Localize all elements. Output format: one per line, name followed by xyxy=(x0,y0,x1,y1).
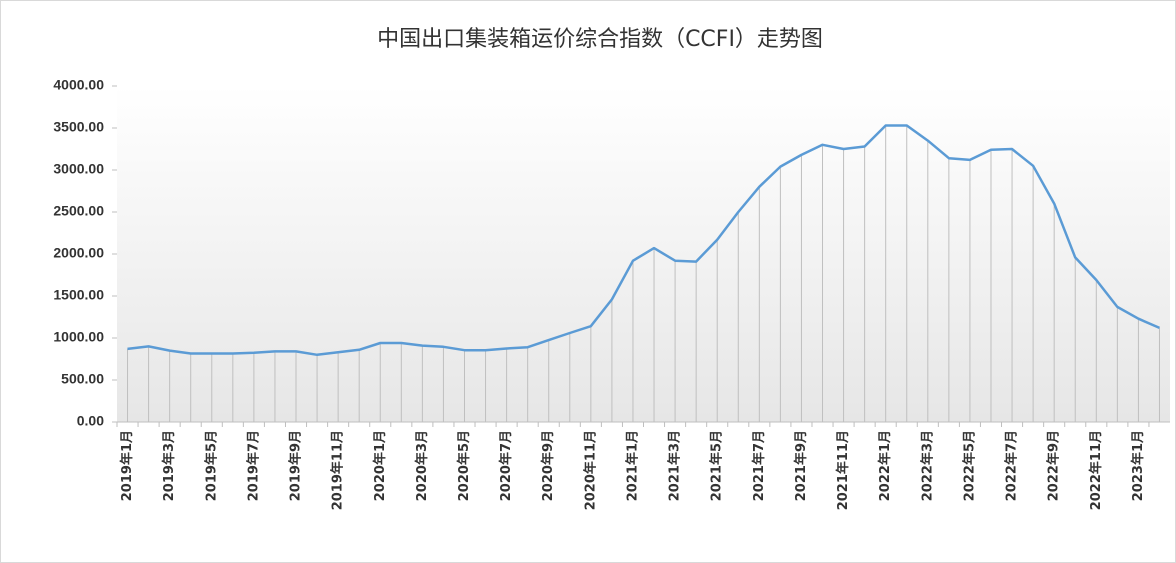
x-tick-label: 2022年11月 xyxy=(1088,430,1104,510)
x-tick-label: 2020年11月 xyxy=(582,430,598,510)
series-line xyxy=(127,124,1160,357)
x-tick-label: 2020年1月 xyxy=(372,430,388,501)
x-tick-label: 2021年11月 xyxy=(835,430,851,510)
x-tick-label: 2019年1月 xyxy=(119,430,135,501)
x-tick-label: 2020年5月 xyxy=(456,430,472,501)
y-tick-label: 3500.00 xyxy=(53,119,104,135)
x-tick-label: 2021年9月 xyxy=(793,430,809,501)
x-tick-label: 2021年7月 xyxy=(751,430,767,501)
x-tick-label: 2020年3月 xyxy=(414,430,430,501)
x-tick-label: 2021年3月 xyxy=(667,430,683,501)
x-tick-label: 2019年11月 xyxy=(330,430,346,510)
x-tick-label: 2019年5月 xyxy=(203,430,219,501)
x-tick-label: 2022年7月 xyxy=(1004,430,1020,501)
y-tick-label: 500.00 xyxy=(61,371,104,387)
x-tick-label: 2019年3月 xyxy=(161,430,177,501)
x-tick-label: 2019年7月 xyxy=(245,430,261,501)
x-tick-label: 2022年5月 xyxy=(961,430,977,501)
chart-title: 中国出口集装箱运价综合指数（CCFI）走势图 xyxy=(377,27,823,52)
x-tick-label: 2019年9月 xyxy=(288,430,304,501)
y-tick-label: 1500.00 xyxy=(53,287,104,303)
x-tick-label: 2020年9月 xyxy=(540,430,556,501)
y-tick-label: 2000.00 xyxy=(53,245,104,261)
y-tick-label: 0.00 xyxy=(77,413,104,429)
x-tick-label: 2023年1月 xyxy=(1130,430,1146,501)
y-tick-label: 4000.00 xyxy=(53,77,104,93)
y-tick-label: 3000.00 xyxy=(53,161,104,177)
x-tick-label: 2022年3月 xyxy=(919,430,935,501)
x-tick-label: 2022年9月 xyxy=(1046,430,1062,501)
y-tick-label: 1000.00 xyxy=(53,329,104,345)
y-tick-label: 2500.00 xyxy=(53,203,104,219)
x-tick-label: 2021年1月 xyxy=(624,430,640,501)
x-tick-label: 2022年1月 xyxy=(877,430,893,501)
x-tick-label: 2021年5月 xyxy=(709,430,725,501)
x-tick-label: 2020年7月 xyxy=(498,430,514,501)
